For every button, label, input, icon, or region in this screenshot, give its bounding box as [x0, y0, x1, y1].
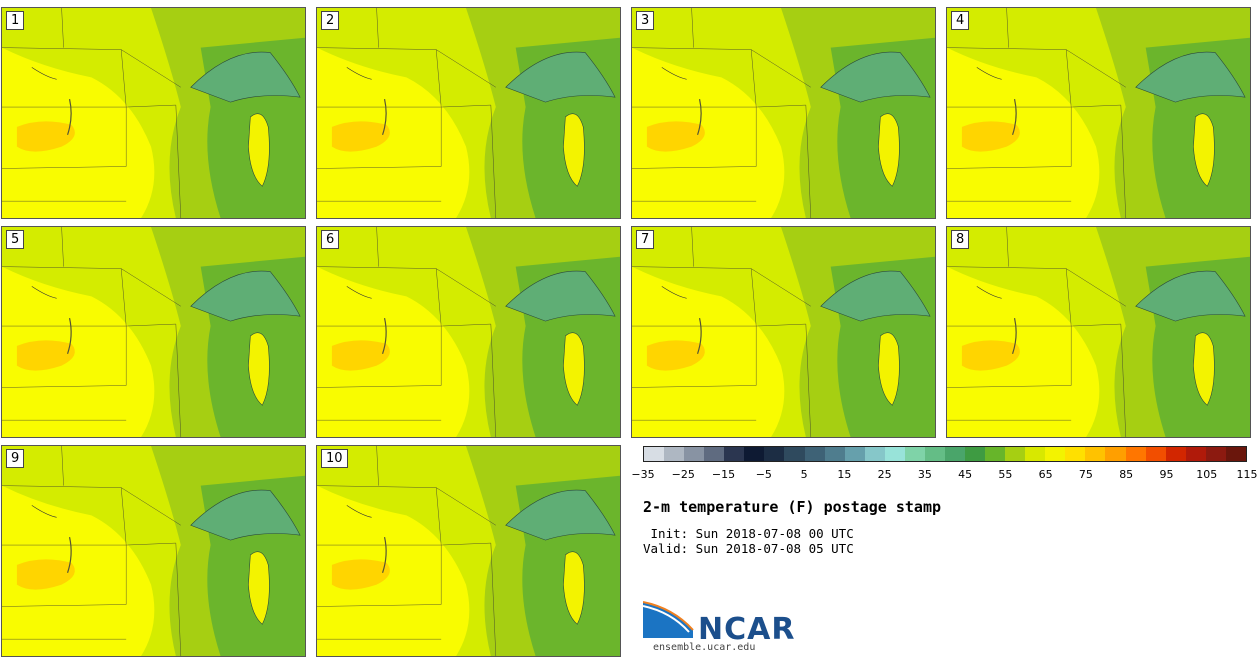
postage-stamp-map: 3: [631, 7, 936, 219]
postage-stamp-map: 10: [316, 445, 621, 657]
colorbar-swatch: [1105, 447, 1126, 461]
colorbar-tick-label: 95: [1159, 468, 1174, 481]
colorbar-tick-label: 15: [837, 468, 852, 481]
colorbar-swatch: [844, 447, 865, 461]
postage-stamp-map: 8: [946, 226, 1251, 438]
colorbar-swatch: [884, 447, 905, 461]
colorbar-swatch: [1125, 447, 1146, 461]
colorbar-ticks: −35 −25 −15 −5 5 15 25 35 45 55 65 75 85 95 105 115: [631, 462, 1257, 482]
colorbar-swatch: [1165, 447, 1186, 461]
colorbar-swatch: [864, 447, 885, 461]
colorbar-swatch: [1145, 447, 1166, 461]
colorbar-swatch: [985, 447, 1006, 461]
colorbar-swatch: [924, 447, 945, 461]
valid-time: Valid: Sun 2018-07-08 05 UTC: [643, 541, 854, 556]
colorbar-tick-label: 65: [1038, 468, 1053, 481]
ncar-logo-icon: [643, 601, 694, 638]
postage-stamp-map: 9: [1, 445, 306, 657]
member-number: 7: [636, 230, 655, 249]
member-number: 9: [6, 449, 25, 468]
temperature-map: [2, 446, 305, 656]
member-number: 8: [951, 230, 970, 249]
colorbar-swatch: [965, 447, 986, 461]
temperature-map: [317, 8, 620, 218]
colorbar: [643, 446, 1247, 462]
colorbar-swatch: [904, 447, 925, 461]
colorbar-swatch: [644, 447, 665, 461]
member-number: 10: [321, 449, 348, 468]
colorbar-swatch: [764, 447, 785, 461]
colorbar-tick-label: −35: [631, 468, 655, 481]
colorbar-swatch: [784, 447, 805, 461]
colorbar-swatch: [944, 447, 965, 461]
member-number: 1: [6, 11, 25, 30]
temperature-map: [2, 227, 305, 437]
colorbar-swatch: [664, 447, 685, 461]
postage-stamp-map: 6: [316, 226, 621, 438]
colorbar-swatch: [1085, 447, 1106, 461]
colorbar-tick-label: −5: [755, 468, 772, 481]
colorbar-tick-label: 105: [1196, 468, 1218, 481]
member-number: 6: [321, 230, 340, 249]
colorbar-swatch: [1005, 447, 1026, 461]
member-number: 5: [6, 230, 25, 249]
colorbar-swatch: [1065, 447, 1086, 461]
colorbar-tick-label: −25: [671, 468, 695, 481]
colorbar-swatch: [1225, 447, 1246, 461]
logo-text: NCAR: [698, 612, 796, 647]
colorbar-tick-label: 25: [877, 468, 892, 481]
init-time: Init: Sun 2018-07-08 00 UTC: [643, 526, 854, 541]
colorbar-tick-label: 35: [917, 468, 932, 481]
figure-title: 2-m temperature (F) postage stamp: [643, 498, 942, 516]
temperature-map: [947, 227, 1250, 437]
colorbar-tick-label: −15: [711, 468, 736, 481]
colorbar-tick-label: 55: [998, 468, 1013, 481]
member-number: 4: [951, 11, 970, 30]
logo-url: ensemble.ucar.edu: [653, 642, 756, 653]
postage-stamp-map: 7: [631, 226, 936, 438]
colorbar-swatch: [1205, 447, 1226, 461]
colorbar-swatch: [744, 447, 765, 461]
temperature-map: [632, 227, 935, 437]
colorbar-tick-label: 45: [958, 468, 973, 481]
colorbar-swatch: [704, 447, 725, 461]
colorbar-tick-label: 85: [1119, 468, 1134, 481]
temperature-map: [317, 227, 620, 437]
colorbar-swatch: [684, 447, 705, 461]
colorbar-swatch: [1045, 447, 1066, 461]
temperature-map: [317, 446, 620, 656]
colorbar-swatch: [724, 447, 745, 461]
colorbar-swatch: [824, 447, 845, 461]
colorbar-tick-label: 115: [1236, 468, 1258, 481]
temperature-map: [632, 8, 935, 218]
postage-stamp-map: 2: [316, 7, 621, 219]
postage-stamp-map: 1: [1, 7, 306, 219]
member-number: 3: [636, 11, 655, 30]
colorbar-tick-label: 75: [1078, 468, 1093, 481]
colorbar-swatch: [804, 447, 825, 461]
postage-stamp-map: 4: [946, 7, 1251, 219]
temperature-map: [947, 8, 1250, 218]
member-number: 2: [321, 11, 340, 30]
colorbar-swatch: [1185, 447, 1206, 461]
postage-stamp-map: 5: [1, 226, 306, 438]
temperature-map: [2, 8, 305, 218]
colorbar-tick-label: 5: [800, 468, 808, 481]
colorbar-swatch: [1025, 447, 1046, 461]
